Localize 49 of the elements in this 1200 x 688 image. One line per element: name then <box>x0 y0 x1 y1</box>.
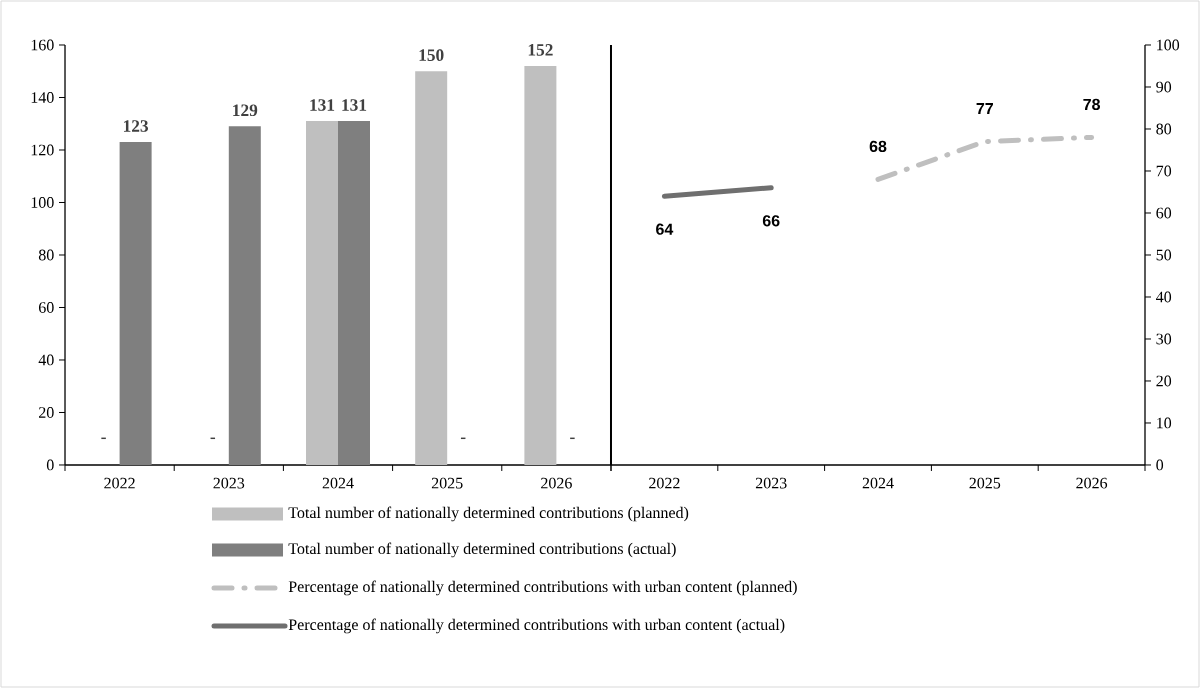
y2-tick-label: 50 <box>1156 249 1172 261</box>
x-tick-label: 2025 <box>431 477 463 489</box>
y-tick-label: 80 <box>38 249 54 261</box>
data-label: 78 <box>1083 98 1100 111</box>
y2-tick-label: 70 <box>1156 165 1172 177</box>
legend-label: Percentage of nationally determined contributions with urban content (actual) <box>288 618 785 634</box>
y-tick-label: 140 <box>31 92 54 103</box>
y2-tick-label: 20 <box>1156 375 1172 387</box>
y2-tick-label: 100 <box>1157 39 1180 51</box>
data-label: 77 <box>976 103 993 115</box>
x-tick-label: 2024 <box>322 477 354 489</box>
x-tick-label: 2026 <box>541 477 572 489</box>
legend-label: Percentage of nationally determined contributions with urban content (planned) <box>288 580 797 596</box>
y-tick-label: 160 <box>31 39 54 51</box>
legend-label: Total number of nationally determined contributions (planned) <box>288 506 689 522</box>
data-label: 68 <box>869 140 887 153</box>
y2-tick-label: 10 <box>1157 417 1172 429</box>
y2-tick-label: 90 <box>1156 81 1172 93</box>
data-label: 66 <box>762 215 780 227</box>
y-tick-label: 20 <box>39 407 54 418</box>
y-tick-label: 0 <box>46 459 54 471</box>
text: - <box>101 437 106 440</box>
x-tick-label: 2023 <box>213 477 245 489</box>
text: - <box>210 437 216 440</box>
legend-label: Total number of nationally determined contributions (actual) <box>288 542 676 558</box>
y-tick-label: 40 <box>38 354 54 366</box>
data-label: 131 <box>342 99 367 111</box>
x-tick-label: 2022 <box>649 477 680 489</box>
y2-tick-label: 40 <box>1156 291 1172 303</box>
text: - <box>460 437 466 440</box>
x-tick-label: 2026 <box>1076 477 1108 489</box>
data-label: 150 <box>419 49 444 61</box>
x-tick-label: 2022 <box>104 477 135 489</box>
y-tick-label: 100 <box>31 197 54 208</box>
x-tick-label: 2023 <box>755 477 787 489</box>
y2-tick-label: 60 <box>1156 207 1172 219</box>
data-label: 123 <box>123 120 149 132</box>
y2-tick-label: 30 <box>1156 333 1172 345</box>
data-label: 131 <box>310 99 335 111</box>
data-label: 129 <box>233 104 258 117</box>
x-tick-label: 2024 <box>862 477 894 489</box>
data-label: 64 <box>656 223 674 235</box>
text: - <box>570 437 575 440</box>
y2-tick-label: 80 <box>1156 123 1172 135</box>
x-tick-label: 2025 <box>969 477 1001 489</box>
y2-tick-label: 0 <box>1156 459 1164 471</box>
y-tick-label: 60 <box>38 302 54 313</box>
y-tick-label: 120 <box>31 144 54 156</box>
data-label: 152 <box>528 44 553 56</box>
